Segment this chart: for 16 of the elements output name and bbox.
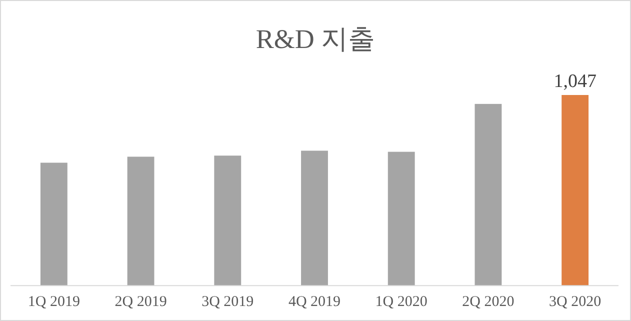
bar [388,152,415,286]
bar [562,95,589,286]
x-tick-label: 2Q 2019 [114,294,167,310]
x-tick-label: 1Q 2019 [28,294,80,310]
bar [301,150,328,286]
chart-title: R&D 지출 [256,24,376,54]
x-tick-label: 3Q 2019 [202,294,254,310]
bar [474,104,502,286]
x-tick-label: 1Q 2020 [375,294,428,310]
x-tick-label: 4Q 2019 [288,294,341,310]
x-tick-label: 3Q 2020 [549,294,602,310]
bar [127,156,154,286]
bar [40,162,68,286]
data-label: 1,047 [554,71,596,92]
bar [214,156,242,286]
x-tick-label: 2Q 2020 [462,294,514,310]
